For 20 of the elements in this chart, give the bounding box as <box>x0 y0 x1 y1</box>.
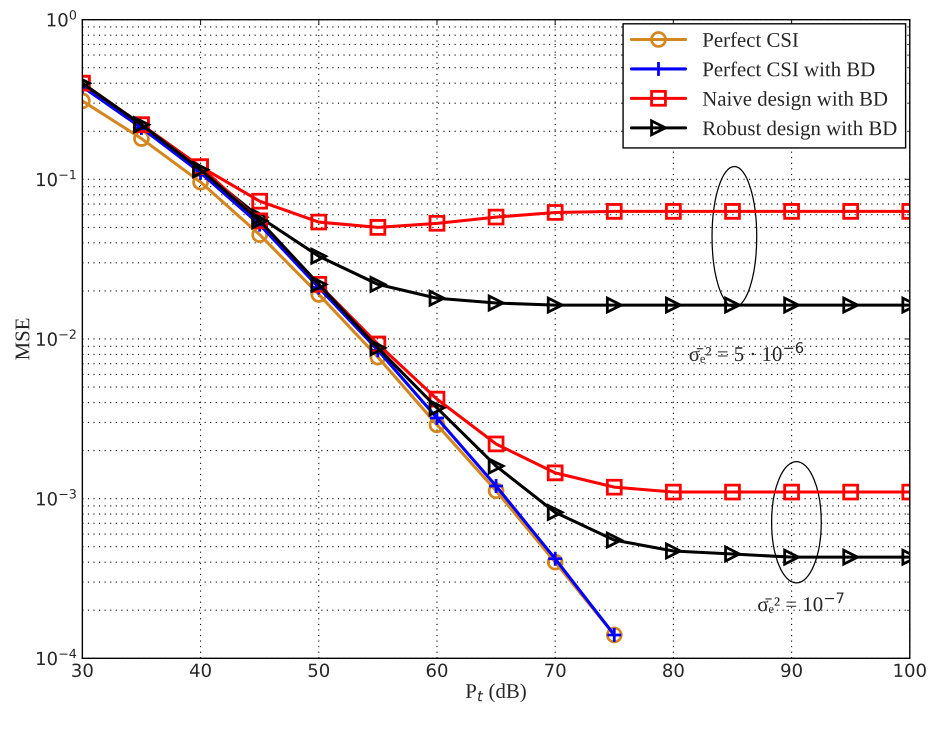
y-axis-title: MSE <box>15 318 30 360</box>
y-tick-label: 10$^{−3}$ <box>37 489 76 506</box>
legend-label: Robust design with BD <box>702 120 896 140</box>
legend-label: Perfect CSI with BD <box>702 62 874 76</box>
x-tick-label: 60 <box>426 663 448 678</box>
annotation: σ̄ₑ² = 10$^{−7}$ <box>758 592 844 614</box>
x-tick-label: 100 <box>894 663 926 678</box>
y-tick-label: 10$^{0}$ <box>48 10 76 27</box>
x-tick-label: 90 <box>781 663 802 678</box>
x-tick-label: 30 <box>72 663 93 678</box>
x-tick-label: 70 <box>545 663 566 678</box>
y-tick-label: 10$^{−2}$ <box>37 329 76 346</box>
annotation: σ̄ₑ² = 5 · 10$^{−6}$ <box>690 342 804 363</box>
x-axis-title: P$_{t}$ (dB) <box>466 683 526 702</box>
legend-label: Perfect CSI <box>702 32 798 47</box>
legend-label: Naive design with BD <box>702 91 888 110</box>
x-tick-label: 40 <box>190 663 211 678</box>
x-tick-label: 80 <box>663 663 684 678</box>
x-tick-label: 50 <box>308 663 330 678</box>
y-tick-label: 10$^{−1}$ <box>37 170 76 186</box>
